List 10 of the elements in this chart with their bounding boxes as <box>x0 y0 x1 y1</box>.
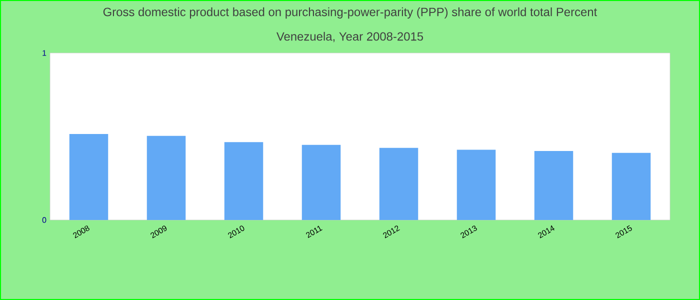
chart-title: Gross domestic product based on purchasing-power-parity (PPP) share of world total Percent <box>103 7 598 19</box>
bar <box>146 136 186 220</box>
bar <box>302 144 341 220</box>
chart-subtitle: Venezuela, Year 2008-2015 <box>276 32 424 42</box>
bar <box>456 150 496 220</box>
bar <box>612 152 651 220</box>
bar <box>224 142 264 220</box>
bar <box>379 148 418 220</box>
bar <box>69 134 108 220</box>
bar <box>534 151 574 220</box>
